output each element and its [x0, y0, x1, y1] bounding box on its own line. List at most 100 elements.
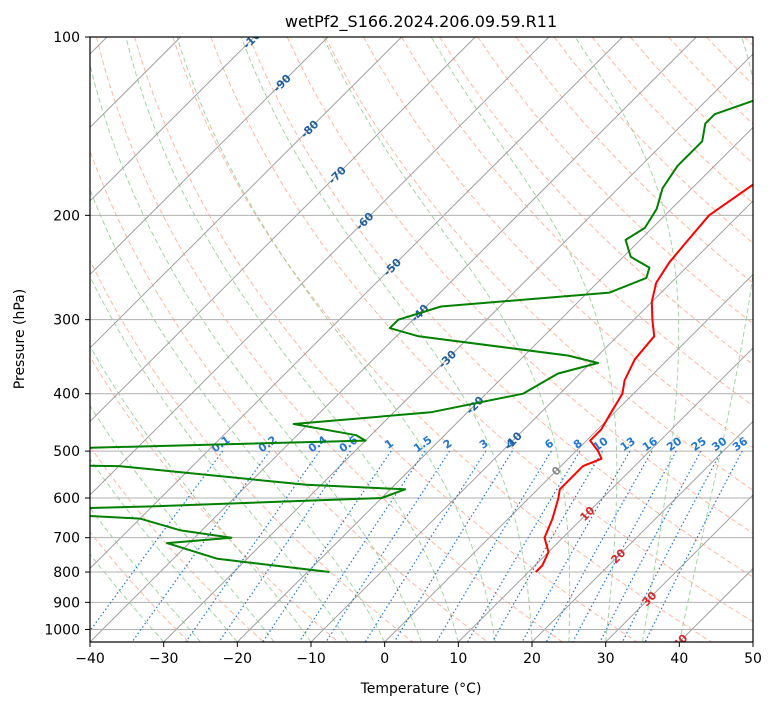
y-tick-label: 500: [53, 444, 80, 460]
x-tick-label: 0: [380, 651, 389, 667]
isotherm-line: [90, 37, 329, 276]
moist-adiabat-line: [574, 37, 680, 642]
dry-adiabat-line: [90, 531, 190, 642]
isotherm-line: [752, 641, 753, 642]
mixing-ratio-line: [599, 450, 702, 642]
mixing-ratio-line: [325, 450, 451, 642]
x-tick-label: 20: [523, 651, 541, 667]
dry-adiabat-line: [439, 37, 753, 366]
isotherm-line: [531, 420, 753, 642]
mixing-ratio-label: 1: [382, 437, 396, 452]
isotherm-label: 40: [670, 631, 690, 651]
mixing-ratio-label: 1.5: [411, 433, 434, 455]
isotherm-line: [236, 126, 753, 642]
x-tick-label: −20: [223, 651, 253, 667]
x-tick-label: 10: [449, 651, 467, 667]
dry-adiabat-line: [362, 37, 753, 449]
dry-adiabat-line: [324, 37, 753, 491]
moist-adiabat-line: [176, 37, 496, 642]
isotherms: [90, 37, 753, 642]
chart-title: wetPf2_S166.2024.206.09.59.R11: [285, 12, 557, 32]
dry-adiabat-line: [172, 37, 712, 642]
dry-adiabat-line: [90, 149, 488, 642]
isotherm-line: [90, 37, 623, 570]
mixing-ratio-line: [644, 450, 743, 642]
plot-frame: [89, 36, 754, 643]
mixing-ratio-line: [218, 450, 351, 642]
y-tick-label: 300: [53, 313, 80, 329]
x-tick-label: −10: [296, 651, 326, 667]
isotherm-line: [310, 200, 753, 642]
moist-adiabat-line: [90, 507, 201, 642]
mixing-ratio-line: [393, 450, 513, 642]
moist-adiabat-line: [90, 62, 422, 642]
y-axis: 100 200 300 400 500 600 700 800 900 1000: [44, 30, 90, 638]
y-tick-label: 900: [53, 595, 80, 611]
isotherm-line: [163, 53, 753, 642]
x-tick-label: 40: [670, 651, 688, 667]
dry-adiabat-line: [515, 37, 753, 284]
mixing-ratio-line: [491, 450, 604, 642]
y-tick-label: 1000: [44, 622, 80, 638]
x-axis-label: Temperature (°C): [360, 681, 482, 697]
dry-adiabat-line: [706, 37, 753, 86]
isotherm-line: [90, 37, 697, 642]
moist-adiabat-line: [240, 37, 533, 642]
dry-adiabat-line: [90, 355, 339, 642]
y-tick-label: 700: [53, 531, 80, 547]
moist-adiabat-line: [678, 37, 753, 642]
dewpoint-profile-line: [90, 99, 753, 573]
plot-area: 0.1 0.2 0.4 0.6 1 1.5 2 3 4 6 8 10 13 16 20 25 30 36-100-…: [90, 37, 753, 651]
moist-adiabat-line: [90, 345, 312, 642]
dry-adiabat-line: [210, 37, 753, 623]
dry-adiabat-line: [553, 37, 753, 244]
y-tick-label: 800: [53, 565, 80, 581]
mixing-ratio-line: [435, 450, 552, 642]
dry-adiabat-line: [96, 37, 563, 642]
isotherm-line: [605, 494, 753, 642]
x-tick-label: −30: [149, 651, 179, 667]
x-tick-label: 50: [744, 651, 762, 667]
isopleth-labels: 0.1 0.2 0.4 0.6 1 1.5 2 3 4 6 8 10 13 16 20 25 30 36-100-…: [209, 37, 750, 651]
mixing-ratio-line: [521, 450, 631, 642]
dry-adiabat-line: [248, 37, 753, 578]
mixing-ratio-lines: [90, 450, 743, 642]
isotherm-line: [90, 37, 550, 496]
mixing-ratio-label: 2: [441, 437, 455, 452]
mixing-ratio-line: [185, 450, 321, 642]
moist-adiabat-line: [125, 37, 459, 642]
y-axis-label: Pressure (hPa): [12, 289, 28, 389]
x-axis: −40 −30 −20 −10 0 10 20 30 40 50: [75, 642, 762, 667]
temperature-profile-line: [535, 183, 753, 573]
isotherm-line: [90, 37, 476, 423]
moist-adiabat-line: [90, 404, 275, 642]
pressure-gridlines: [90, 37, 753, 630]
x-tick-label: −40: [75, 651, 105, 667]
dry-adiabat-line: [134, 37, 638, 642]
profile-series: [90, 99, 753, 573]
moist-adiabat-line: [430, 37, 618, 642]
moist-adiabat-line: [90, 188, 386, 642]
mixing-ratio-line: [298, 450, 426, 642]
dry-adiabat-line: [286, 37, 753, 534]
mixing-ratio-label: 0.4: [306, 433, 330, 455]
x-tick-label: 30: [597, 651, 615, 667]
isotherm-line: [90, 37, 255, 202]
y-tick-label: 600: [53, 491, 80, 507]
y-tick-label: 200: [53, 208, 80, 224]
mixing-ratio-line: [572, 450, 677, 642]
mixing-ratio-line: [466, 450, 581, 642]
dry-adiabat-line: [90, 259, 414, 642]
y-tick-label: 100: [53, 30, 80, 46]
moist-adiabat-line: [90, 275, 349, 642]
mixing-ratio-line: [262, 450, 392, 642]
y-tick-label: 400: [53, 387, 80, 403]
isotherm-line: [457, 347, 753, 642]
moist-adiabat-line: [90, 458, 238, 642]
mixing-ratio-label: 6: [542, 437, 556, 452]
moist-adiabats: [90, 37, 753, 642]
isotherm-line: [384, 273, 753, 642]
dry-adiabat-line: [477, 37, 753, 325]
mixing-ratio-line: [545, 450, 653, 642]
